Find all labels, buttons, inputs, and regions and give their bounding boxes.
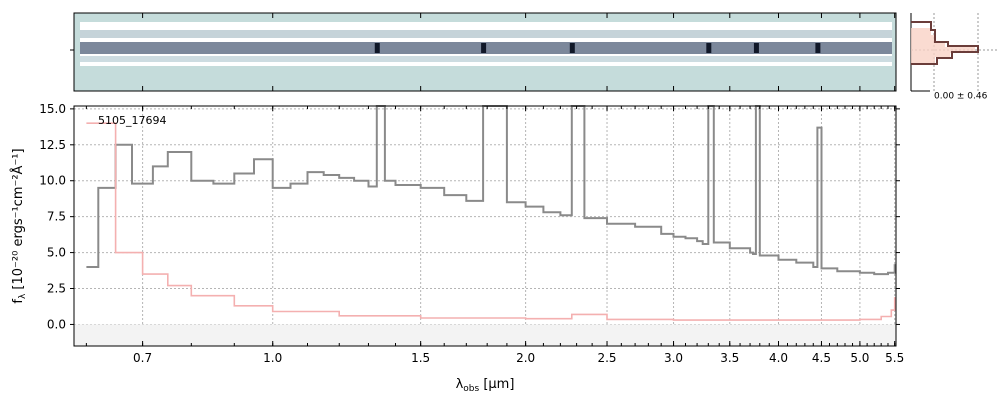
x-tick-label: 2.0 — [516, 351, 535, 365]
plot-frame — [73, 105, 897, 347]
spectrum-2d-knot — [706, 43, 712, 53]
series-layer — [86, 105, 896, 321]
x-tick-label: 0.7 — [133, 351, 152, 365]
error-series-line — [86, 122, 896, 321]
y-axis-label-prefix: f — [11, 299, 26, 304]
spectrum-2d-knot — [374, 43, 380, 53]
x-tick-label: 1.0 — [263, 351, 282, 365]
x-axis-label: λobs [μm] — [456, 377, 515, 394]
profile-inset-label: 0.00 ± 0.46 — [934, 92, 988, 102]
spectrum-2d-knot — [569, 43, 575, 53]
y-ticks: 0.0 2.5 5.0 7.5 10.0 12.5 15.0 — [39, 102, 900, 331]
y-tick-label: 12.5 — [39, 138, 66, 152]
spectrum-2d-upper-band — [80, 30, 892, 38]
x-tick-label: 5.5 — [885, 351, 904, 365]
x-axis-label-main: λ — [456, 377, 464, 392]
y-tick-label: 5.0 — [47, 246, 66, 260]
spectrum-2d-x-ticks — [142, 13, 896, 91]
noise-floor-band — [74, 324, 896, 346]
y-tick-label: 10.0 — [39, 174, 66, 188]
x-tick-label: 3.0 — [664, 351, 683, 365]
spectrum-2d-knot — [481, 43, 487, 53]
spectrum-2d-emission-knots — [374, 43, 821, 53]
x-tick-label: 3.5 — [720, 351, 739, 365]
y-tick-label: 0.0 — [47, 317, 66, 331]
y-tick-label: 15.0 — [39, 102, 66, 116]
x-tick-label: 2.5 — [597, 351, 616, 365]
below-zero-band — [74, 324, 896, 346]
spectrum-2d-knot — [815, 43, 821, 53]
x-axis-label-sub: obs — [463, 384, 479, 394]
spectrum-2d-frame — [73, 12, 897, 92]
spectrum-2d-knot — [753, 43, 759, 53]
flux-series-line — [86, 105, 896, 276]
y-tick-label: 2.5 — [47, 282, 66, 296]
y-axis-label-unit: [10⁻²⁰ ergs⁻¹cm⁻²Å⁻¹] — [10, 148, 26, 293]
y-axis-label-sub: λ — [18, 293, 28, 299]
spectrum-1d-panel: 0.7 1.0 1.5 2.0 2.5 3.0 3.5 4.0 4.5 5.0 5.5 0.0 2.5… — [10, 102, 904, 394]
spectrum-2d-lower-band — [80, 56, 892, 62]
profile-inset-fill — [911, 28, 975, 63]
x-tick-label: 1.5 — [411, 351, 430, 365]
spectrum-2d-panel — [70, 12, 897, 92]
profile-inset-curve — [911, 21, 979, 65]
x-axis-label-unit: [μm] — [479, 377, 514, 392]
x-tick-label: 5.0 — [850, 351, 869, 365]
profile-inset-panel: 0.00 ± 0.46 — [910, 13, 998, 102]
y-axis-label: fλ [10⁻²⁰ ergs⁻¹cm⁻²Å⁻¹] — [10, 148, 28, 303]
y-tick-label: 7.5 — [47, 210, 66, 224]
x-tick-label: 4.0 — [769, 351, 788, 365]
plot-area — [74, 106, 896, 346]
object-label: 5105_17694 — [98, 114, 167, 127]
x-tick-label: 4.5 — [812, 351, 831, 365]
